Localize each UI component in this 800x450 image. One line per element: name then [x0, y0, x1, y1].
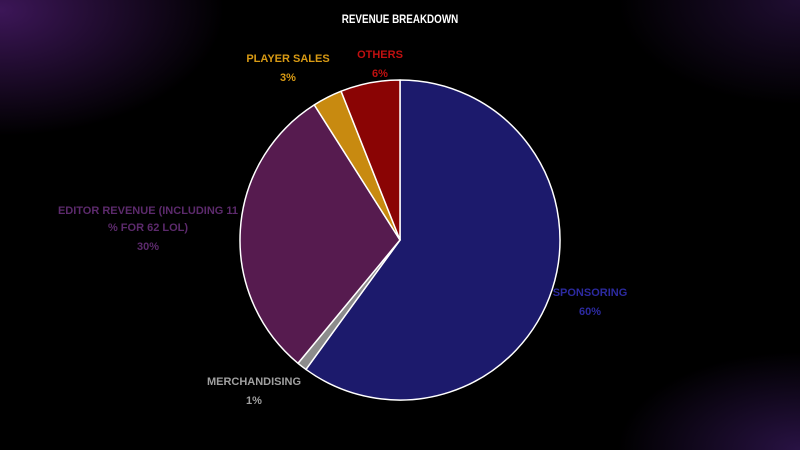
- slice-label-sponsoring: SPONSORING 60%: [553, 287, 628, 318]
- slice-label-text: SPONSORING: [553, 287, 628, 299]
- slice-label-text: MERCHANDISING: [207, 376, 301, 388]
- chart-title: REVENUE BREAKDOWN: [341, 12, 459, 26]
- slice-label-merchandising: MERCHANDISING 1%: [207, 376, 301, 407]
- slice-label-text: PLAYER SALES: [246, 53, 329, 65]
- slice-value-label: 60%: [579, 306, 601, 318]
- pie-slice-sponsoring: [305, 79, 561, 401]
- slice-label-others: OTHERS 6%: [357, 49, 403, 80]
- pie-slice-others: [340, 79, 401, 241]
- slice-value-label: 30%: [137, 241, 159, 253]
- slice-value-label: 1%: [246, 395, 262, 407]
- pie-slice-editor-revenue-including-11-for-62-lol: [239, 104, 401, 365]
- slice-label-player-sales: PLAYER SALES 3%: [246, 53, 329, 84]
- slice-label-editor-revenue-including-11-for-62-lol: EDITOR REVENUE (INCLUDING 11 % FOR 62 LOL…: [58, 205, 238, 253]
- slice-value-label: 6%: [372, 68, 388, 80]
- slice-label-text: OTHERS: [357, 49, 403, 61]
- slice-value-label: 3%: [280, 72, 296, 84]
- slice-label-text: % FOR 62 LOL): [108, 222, 188, 234]
- slice-label-text: EDITOR REVENUE (INCLUDING 11: [58, 205, 238, 217]
